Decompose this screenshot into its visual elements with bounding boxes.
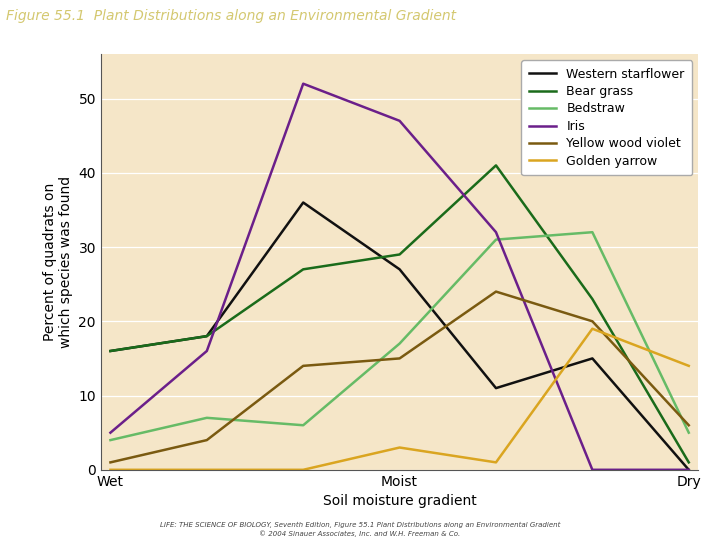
- Line: Yellow wood violet: Yellow wood violet: [110, 292, 689, 462]
- Bedstraw: [492, 237, 500, 243]
- Western starflower: [492, 385, 500, 392]
- Golden yarrow: [202, 467, 211, 473]
- Bedstraw: [395, 340, 404, 347]
- Golden yarrow: [299, 467, 307, 473]
- Text: Figure 55.1  Plant Distributions along an Environmental Gradient: Figure 55.1 Plant Distributions along an…: [6, 9, 456, 23]
- Yellow wood violet: [492, 288, 500, 295]
- Bear grass: [685, 459, 693, 465]
- Bear grass: [202, 333, 211, 339]
- Y-axis label: Percent of quadrats on
which species was found: Percent of quadrats on which species was…: [42, 176, 73, 348]
- Legend: Western starflower, Bear grass, Bedstraw, Iris, Yellow wood violet, Golden yarro: Western starflower, Bear grass, Bedstraw…: [521, 60, 692, 175]
- Golden yarrow: [685, 363, 693, 369]
- Bedstraw: [202, 415, 211, 421]
- Text: LIFE: THE SCIENCE OF BIOLOGY, Seventh Edition, Figure 55.1 Plant Distributions a: LIFE: THE SCIENCE OF BIOLOGY, Seventh Ed…: [160, 522, 560, 537]
- Bear grass: [395, 251, 404, 258]
- Yellow wood violet: [685, 422, 693, 429]
- Yellow wood violet: [588, 318, 597, 325]
- Yellow wood violet: [202, 437, 211, 443]
- Western starflower: [299, 199, 307, 206]
- Line: Western starflower: Western starflower: [110, 202, 689, 470]
- Bedstraw: [685, 429, 693, 436]
- Yellow wood violet: [299, 363, 307, 369]
- Iris: [395, 118, 404, 124]
- Bear grass: [299, 266, 307, 273]
- Iris: [492, 229, 500, 235]
- Bear grass: [492, 162, 500, 168]
- Bear grass: [106, 348, 114, 354]
- Golden yarrow: [106, 467, 114, 473]
- Western starflower: [106, 348, 114, 354]
- Iris: [106, 429, 114, 436]
- Golden yarrow: [395, 444, 404, 451]
- Line: Bedstraw: Bedstraw: [110, 232, 689, 440]
- Western starflower: [685, 467, 693, 473]
- Golden yarrow: [492, 459, 500, 465]
- Iris: [685, 467, 693, 473]
- Western starflower: [588, 355, 597, 362]
- Bedstraw: [588, 229, 597, 235]
- Line: Iris: Iris: [110, 84, 689, 470]
- Bear grass: [588, 296, 597, 302]
- Golden yarrow: [588, 326, 597, 332]
- X-axis label: Soil moisture gradient: Soil moisture gradient: [323, 494, 477, 508]
- Iris: [299, 80, 307, 87]
- Western starflower: [202, 333, 211, 339]
- Line: Golden yarrow: Golden yarrow: [110, 329, 689, 470]
- Yellow wood violet: [395, 355, 404, 362]
- Iris: [202, 348, 211, 354]
- Western starflower: [395, 266, 404, 273]
- Iris: [588, 467, 597, 473]
- Yellow wood violet: [106, 459, 114, 465]
- Bedstraw: [299, 422, 307, 429]
- Line: Bear grass: Bear grass: [110, 165, 689, 462]
- Bedstraw: [106, 437, 114, 443]
